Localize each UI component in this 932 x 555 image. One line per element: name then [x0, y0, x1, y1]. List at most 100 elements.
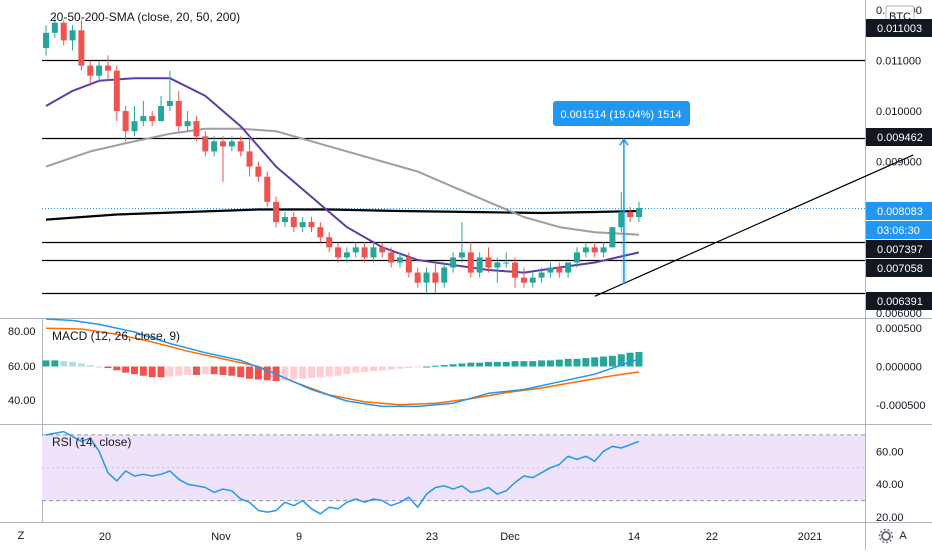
settings-gear-icon[interactable] — [878, 528, 894, 544]
candle-body — [69, 30, 76, 41]
macd-histogram-bar — [42, 360, 50, 367]
candle-body — [423, 272, 430, 283]
candle-body — [574, 252, 580, 263]
macd-histogram-bar — [228, 366, 236, 376]
candle-body — [237, 141, 244, 152]
time-tick-label: Dec — [500, 531, 520, 543]
macd-histogram-bar — [555, 359, 563, 367]
price-tick-label: 0.010000 — [876, 106, 922, 118]
macd-tick-label: 0.000000 — [876, 362, 922, 374]
candle-body — [273, 201, 280, 223]
macd-histogram-bar — [414, 366, 422, 368]
left-scale-80: 80.00 — [8, 326, 36, 338]
macd-histogram-bar — [511, 361, 519, 367]
sma-indicator-label[interactable]: 20-50-200-SMA (close, 20, 50, 200) — [50, 10, 240, 24]
macd-histogram-bar — [316, 366, 324, 378]
candle-body — [281, 217, 288, 223]
candle-body — [96, 65, 103, 76]
candle-body — [131, 121, 138, 132]
candle-body — [388, 252, 395, 263]
main-pane[interactable] — [0, 0, 865, 318]
macd-histogram-bar — [343, 366, 351, 375]
candle-body — [379, 247, 386, 253]
candle-body — [290, 217, 297, 228]
badge-level-7058[interactable]: 0.007058 — [866, 259, 932, 277]
macd-indicator-label[interactable]: MACD (12, 26, close, 9) — [52, 329, 180, 343]
macd-histogram-bar — [201, 366, 209, 375]
macd-histogram-bar — [467, 362, 475, 367]
candle-body — [503, 262, 510, 264]
candle-body — [228, 141, 235, 147]
candle-body — [343, 252, 350, 258]
badge-current-price[interactable]: 0.008083 — [866, 202, 932, 220]
candle-body — [149, 116, 156, 122]
macd-histogram-bar — [148, 366, 156, 378]
time-tick-label: 22 — [706, 531, 718, 543]
candle-body — [43, 32, 49, 48]
macd-histogram-bar — [175, 366, 183, 376]
rsi-line — [45, 430, 640, 515]
candle-body — [627, 212, 634, 218]
macd-histogram-bar — [431, 365, 439, 367]
macd-histogram-bar — [476, 362, 484, 367]
badge-level-top[interactable]: 0.011003 — [866, 19, 932, 37]
rsi-indicator-label[interactable]: RSI (14, close) — [52, 435, 131, 449]
time-tick-label: 2021 — [798, 531, 822, 543]
rsi-tick-label: 20.00 — [876, 512, 904, 524]
candle-body — [618, 212, 625, 228]
time-tick-label: Nov — [211, 531, 231, 543]
macd-histogram-bar — [361, 366, 369, 372]
macd-histogram-bar — [246, 366, 254, 379]
macd-histogram-bar — [113, 366, 121, 371]
candle-body — [414, 272, 421, 283]
candle-body — [476, 257, 483, 273]
macd-histogram-bar — [184, 366, 192, 375]
macd-histogram-bar — [591, 357, 599, 367]
badge-level-7397[interactable]: 0.007397 — [866, 240, 932, 258]
macd-histogram-bar — [626, 352, 634, 367]
zoom-button[interactable]: Z — [18, 530, 25, 542]
macd-histogram-bar — [617, 354, 625, 367]
candle-body — [104, 65, 111, 71]
auto-scale-button[interactable]: A — [899, 530, 907, 542]
candle-body — [264, 176, 271, 202]
rsi-tick-label: 60.00 — [876, 446, 904, 458]
sma-200-line — [45, 208, 639, 221]
macd-histogram-bar — [423, 366, 431, 368]
badge-level-6391[interactable]: 0.006391 — [866, 292, 932, 310]
macd-tick-label: -0.000500 — [876, 400, 926, 412]
macd-histogram-bar — [237, 366, 245, 378]
candle-body — [122, 111, 129, 132]
svg-text:0.007397: 0.007397 — [877, 244, 923, 256]
svg-text:03:06:30: 03:06:30 — [877, 225, 920, 237]
candle-body — [211, 141, 218, 152]
macd-histogram-bar — [60, 361, 68, 367]
candle-body — [450, 257, 457, 268]
candle-body — [467, 252, 474, 273]
badge-countdown[interactable]: 03:06:30 — [866, 221, 932, 239]
badge-level-9462[interactable]: 0.009462 — [866, 128, 932, 146]
measure-label[interactable]: 0.001514 (19.04%) 1514 — [553, 101, 690, 126]
candle-body — [441, 267, 448, 283]
candle-body — [512, 262, 519, 278]
price-tick-label: 0.006000 — [876, 308, 922, 320]
candle-body — [308, 222, 315, 228]
svg-text:0.011003: 0.011003 — [877, 23, 922, 35]
candle-body — [529, 277, 536, 283]
candle-body — [547, 267, 554, 273]
candle-body — [352, 247, 359, 253]
candle-body — [485, 257, 492, 268]
candle-body — [317, 227, 324, 238]
sma-20-line — [45, 77, 640, 274]
svg-text:0.009462: 0.009462 — [877, 132, 923, 144]
candle-body — [246, 151, 253, 167]
candle-body — [591, 247, 598, 253]
trendline — [594, 154, 914, 297]
macd-histogram-bar — [449, 364, 457, 367]
candle-body — [87, 65, 94, 76]
macd-histogram-bar — [104, 366, 112, 369]
time-tick-label: 23 — [426, 531, 438, 543]
candle-body — [166, 100, 173, 106]
